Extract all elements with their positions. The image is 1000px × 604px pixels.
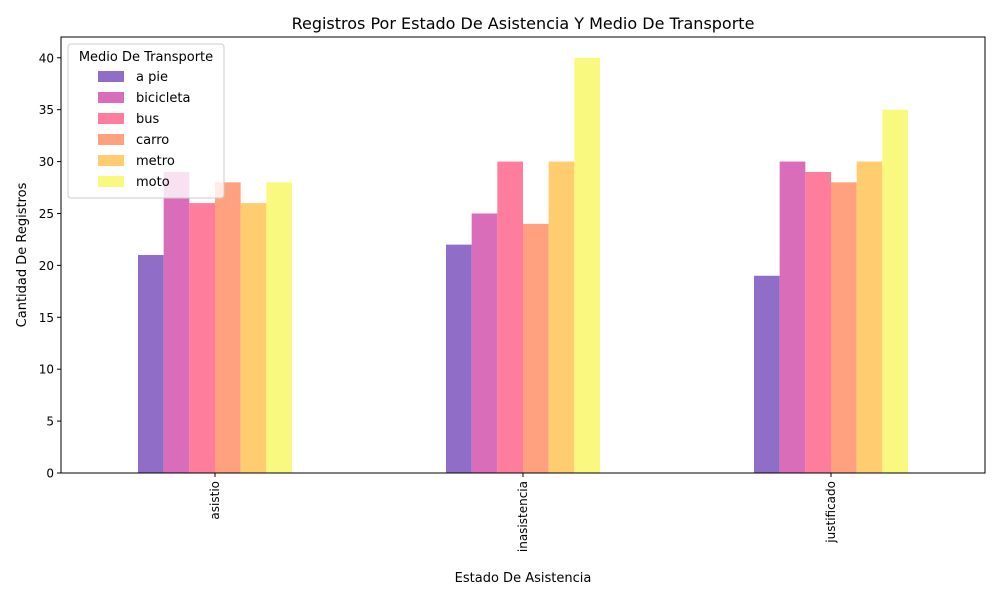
y-tick-label: 30 — [39, 155, 54, 169]
legend-entry-label: metro — [136, 154, 175, 169]
y-tick-label: 20 — [39, 259, 54, 273]
x-tick-label: justificado — [824, 481, 838, 544]
y-tick-label: 35 — [39, 103, 54, 117]
bar — [805, 171, 831, 473]
legend-entry-label: a pie — [136, 70, 168, 85]
y-tick-label: 15 — [39, 311, 54, 325]
legend-entry-label: moto — [136, 175, 170, 190]
legend-swatch — [98, 134, 124, 145]
legend-entry-label: carro — [136, 133, 169, 148]
y-tick-label: 25 — [39, 207, 54, 221]
bar — [574, 57, 600, 473]
bar — [138, 255, 164, 473]
y-tick-label: 5 — [46, 415, 54, 429]
x-tick-label: asistio — [208, 481, 222, 520]
x-axis-label: Estado De Asistencia — [455, 571, 592, 586]
legend-swatch — [98, 92, 124, 103]
legend: Medio De Transporte a pie bicicleta bus carr… — [67, 43, 225, 199]
bar — [882, 109, 908, 474]
bar — [240, 203, 267, 473]
y-tick-label: 0 — [46, 467, 54, 481]
bar — [163, 171, 190, 473]
bar — [189, 203, 215, 473]
bar — [779, 161, 806, 473]
legend-swatch — [98, 155, 124, 166]
axes-layer: 0 5 10 15 20 25 30 35 40 asistio inasistencia justi… — [39, 36, 986, 552]
y-axis-label: Cantidad De Registros — [15, 182, 30, 327]
legend-swatch — [98, 176, 124, 187]
legend-swatch — [98, 71, 124, 82]
bar — [548, 161, 575, 473]
bar — [266, 182, 292, 473]
legend-entry-label: bus — [136, 112, 159, 127]
bar — [754, 275, 780, 473]
bar — [497, 161, 523, 473]
bar — [523, 223, 549, 473]
bar — [215, 182, 241, 473]
bar — [471, 213, 498, 474]
y-tick-label: 40 — [39, 51, 54, 65]
y-tick-label: 10 — [39, 363, 54, 377]
chart-title: Registros Por Estado De Asistencia Y Med… — [292, 14, 755, 33]
legend-swatch — [98, 113, 124, 124]
bar — [446, 244, 472, 473]
legend-entry-label: bicicleta — [136, 91, 190, 106]
bars-layer — [138, 57, 908, 474]
bar — [831, 182, 857, 473]
bar — [856, 161, 883, 473]
x-tick-label: inasistencia — [516, 481, 530, 552]
legend-title: Medio De Transporte — [79, 50, 213, 65]
